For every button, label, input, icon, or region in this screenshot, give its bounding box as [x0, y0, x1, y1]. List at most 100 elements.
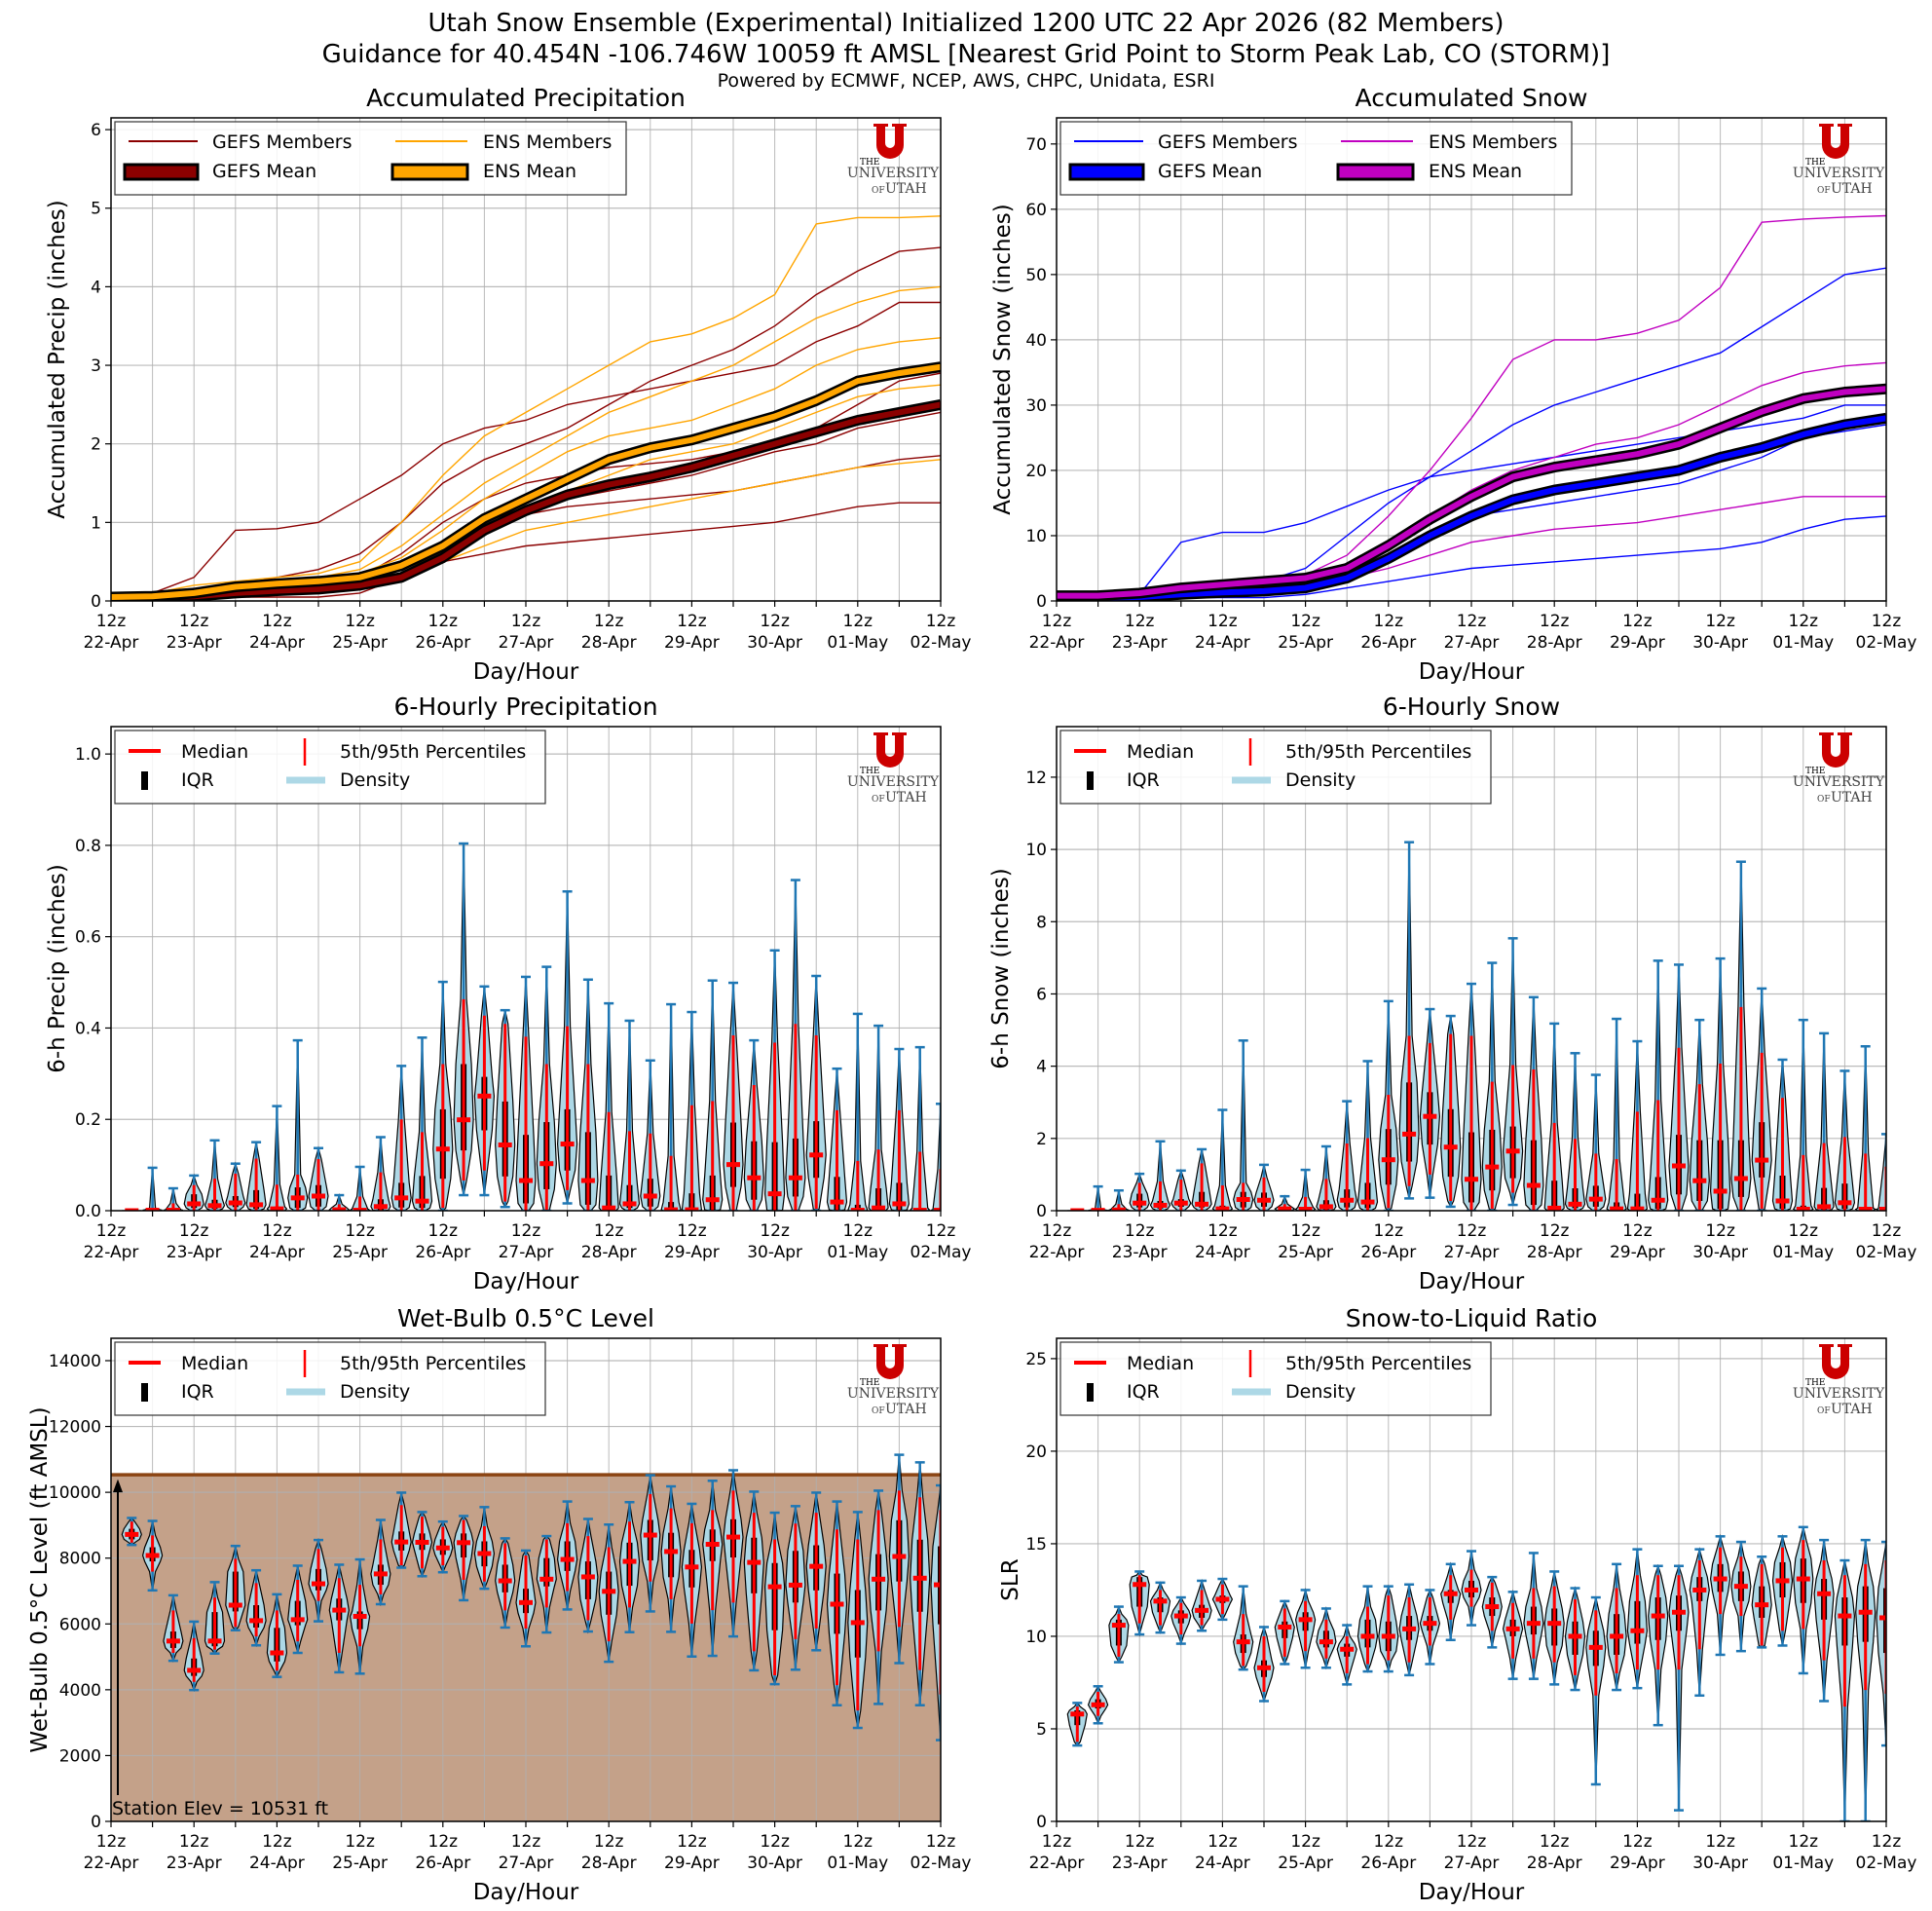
- violin-median-marker: [290, 1195, 305, 1201]
- x-tick-date-label: 22-Apr: [1029, 633, 1085, 653]
- violin-median-marker: [1236, 1639, 1250, 1645]
- y-axis-label: Wet-Bulb 0.5°C Level (ft AMSL): [27, 1406, 53, 1752]
- x-tick-date-label: 26-Apr: [1360, 1243, 1416, 1262]
- x-tick-date-label: 23-Apr: [1112, 1243, 1168, 1262]
- violin: [723, 981, 744, 1211]
- y-axis-label: SLR: [998, 1558, 1023, 1600]
- x-tick-hour-label: 12z: [1125, 1832, 1155, 1852]
- y-tick-label: 10: [1025, 527, 1047, 546]
- legend-density-label: Density: [340, 769, 410, 791]
- violin: [930, 1483, 941, 1742]
- x-tick-date-label: 01-May: [1772, 1854, 1834, 1873]
- powered-by-credit: Powered by ECMWF, NCEP, AWS, CHPC, Unida…: [718, 70, 1215, 92]
- violin: [204, 1139, 226, 1211]
- violin-median-marker: [457, 1540, 471, 1546]
- y-tick-label: 0.6: [75, 928, 101, 948]
- violin: [1170, 1595, 1192, 1646]
- violin-median-marker: [1796, 1207, 1810, 1211]
- violin: [1356, 1060, 1379, 1211]
- violin: [1440, 1561, 1462, 1642]
- y-tick-label: 20: [1025, 1443, 1047, 1462]
- figure-title-line2: Guidance for 40.454N -106.746W 10059 ft …: [322, 40, 1611, 69]
- violin: [702, 1480, 724, 1658]
- u-logo-icon: [1819, 124, 1852, 159]
- violin-median-marker: [1775, 1198, 1790, 1204]
- u-logo-icon: [1819, 732, 1852, 768]
- legend-iqr-swatch: [141, 1383, 148, 1402]
- legend-median-label: Median: [181, 1353, 248, 1374]
- violin-median-marker: [726, 1534, 740, 1540]
- violin-median-marker: [1588, 1196, 1603, 1202]
- x-tick-hour-label: 12z: [1290, 1221, 1320, 1241]
- violin-median-marker: [1402, 1626, 1417, 1631]
- violin-median-marker: [850, 1620, 865, 1626]
- legend-density-label: Density: [1285, 769, 1356, 791]
- violin: [1523, 995, 1544, 1211]
- y-tick-label: 4: [1036, 1058, 1047, 1077]
- x-axis-label: Day/Hour: [473, 1269, 579, 1294]
- violin-median-marker: [1257, 1197, 1271, 1203]
- x-tick-hour-label: 12z: [511, 612, 541, 631]
- violin-median-marker: [912, 1575, 927, 1581]
- violin-median-marker: [664, 1207, 679, 1211]
- violin-median-marker: [353, 1208, 367, 1211]
- violin-median-marker: [207, 1638, 222, 1644]
- violin-median-marker: [145, 1208, 160, 1211]
- violin-median-marker: [1423, 1113, 1437, 1119]
- violin-median-marker: [373, 1571, 388, 1577]
- panel-title: Accumulated Snow: [1356, 84, 1588, 112]
- u-logo-icon: [873, 124, 907, 159]
- violin: [1440, 1014, 1462, 1209]
- violin-median-marker: [290, 1617, 305, 1623]
- x-tick-date-label: 23-Apr: [1112, 633, 1168, 653]
- x-tick-date-label: 27-Apr: [1444, 1854, 1500, 1873]
- legend: GEFS Members ENS Members GEFS Mean ENS Mean: [114, 121, 627, 196]
- violin-median-marker: [435, 1146, 450, 1152]
- legend-iqr-swatch: [1087, 1383, 1094, 1402]
- x-tick-hour-label: 12z: [1042, 1221, 1072, 1241]
- violin: [868, 1489, 889, 1705]
- x-tick-hour-label: 12z: [1290, 1832, 1320, 1852]
- violin: [1855, 1538, 1876, 1821]
- violin-median-marker: [580, 1574, 595, 1580]
- x-tick-date-label: 02-May: [910, 1243, 972, 1262]
- y-tick-label: 50: [1025, 266, 1047, 285]
- x-tick-hour-label: 12z: [1789, 612, 1819, 631]
- violin: [121, 1517, 142, 1547]
- panel-accumulated-snow: 0 10 20 30 40 50 60 70 12z 22-Apr 12z 23-Apr 12z 24-A…: [990, 84, 1916, 685]
- y-tick-label: 1.0: [75, 745, 101, 765]
- violin: [473, 1506, 496, 1591]
- violin: [1730, 860, 1752, 1211]
- logo-text-university: UNIVERSITY: [1793, 1386, 1885, 1402]
- y-axis-label: Accumulated Snow (inches): [990, 204, 1016, 514]
- x-tick-hour-label: 12z: [594, 612, 624, 631]
- violin-median-marker: [1215, 1206, 1230, 1211]
- violin: [1668, 963, 1690, 1211]
- violin-median-marker: [1879, 1207, 1886, 1211]
- legend-box: [1059, 121, 1573, 196]
- x-tick-date-label: 26-Apr: [1360, 1854, 1416, 1873]
- violin: [1834, 1069, 1856, 1211]
- x-tick-hour-label: 12z: [1042, 1832, 1072, 1852]
- violin: [1378, 999, 1399, 1211]
- violin: [1834, 1558, 1856, 1821]
- x-tick-hour-label: 12z: [1540, 1221, 1570, 1241]
- violin: [847, 1511, 869, 1730]
- x-tick-hour-label: 12z: [179, 612, 209, 631]
- x-axis-label: Day/Hour: [1419, 1269, 1525, 1294]
- x-tick-date-label: 01-May: [1772, 633, 1834, 653]
- x-tick-date-label: 29-Apr: [664, 1854, 720, 1873]
- violin: [1233, 1585, 1254, 1671]
- violin-median-marker: [1278, 1624, 1292, 1630]
- violin: [1378, 1584, 1399, 1674]
- violin-median-marker: [1402, 1131, 1417, 1137]
- panel-title: 6-Hourly Precipitation: [393, 693, 657, 721]
- x-tick-hour-label: 12z: [843, 1221, 873, 1241]
- y-tick-label: 2000: [59, 1746, 101, 1766]
- y-tick-label: 0.2: [75, 1110, 101, 1130]
- violin-median-marker: [788, 1582, 802, 1588]
- violin-median-marker: [519, 1599, 533, 1605]
